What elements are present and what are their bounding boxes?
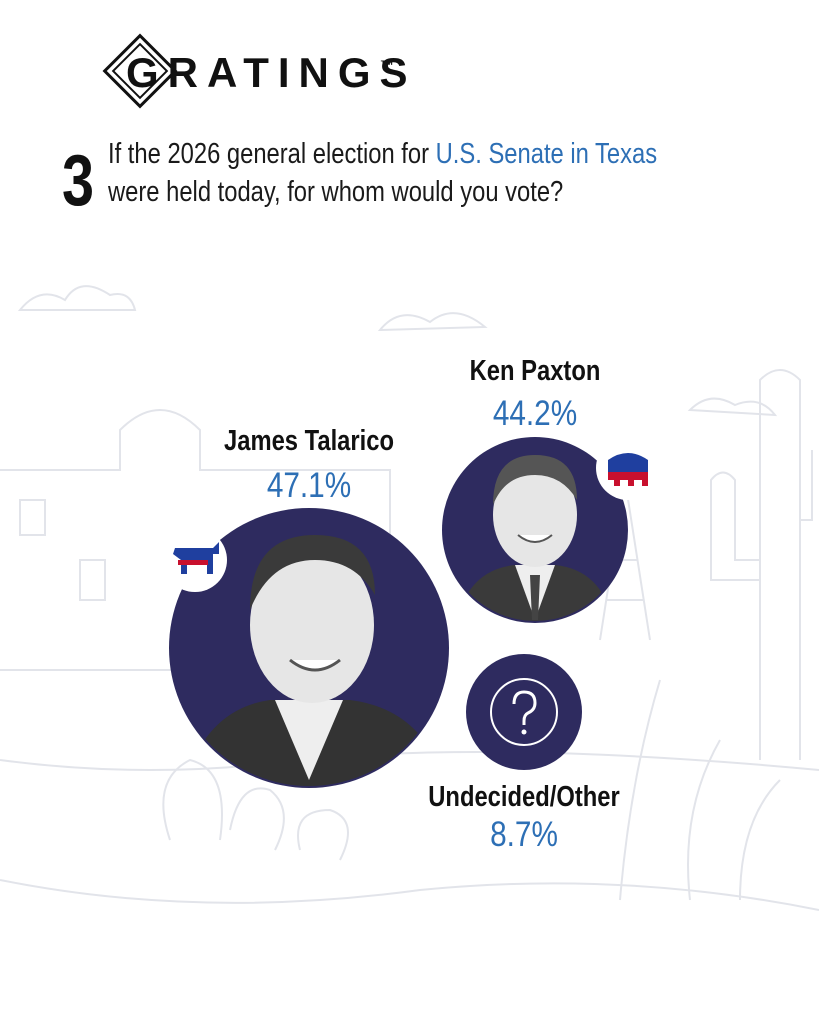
party-icon [163, 528, 227, 592]
candidate-share: 47.1% [267, 466, 351, 505]
logo: GRATINGS ™ [102, 33, 417, 109]
question-text: were held today, for whom would you vote… [107, 175, 563, 208]
question-line: If the 2026 general election for U.S. Se… [108, 137, 657, 170]
party-icon [596, 436, 660, 500]
question-number: 3 [62, 140, 94, 221]
candidate-share: 44.2% [493, 394, 577, 433]
logo-text: GRATINGS [126, 49, 417, 96]
question-highlight: U.S. Senate in Texas [436, 137, 657, 170]
question-text: If the 2026 general election for [108, 137, 436, 170]
option-share: 8.7% [490, 815, 558, 854]
undecided-icon [466, 654, 582, 770]
option-name: Undecided/Other [428, 780, 619, 813]
trademark: ™ [380, 57, 394, 73]
candidate-name: Ken Paxton [470, 354, 601, 387]
candidate-photo [442, 437, 628, 623]
candidate-name: James Talarico [224, 424, 394, 457]
